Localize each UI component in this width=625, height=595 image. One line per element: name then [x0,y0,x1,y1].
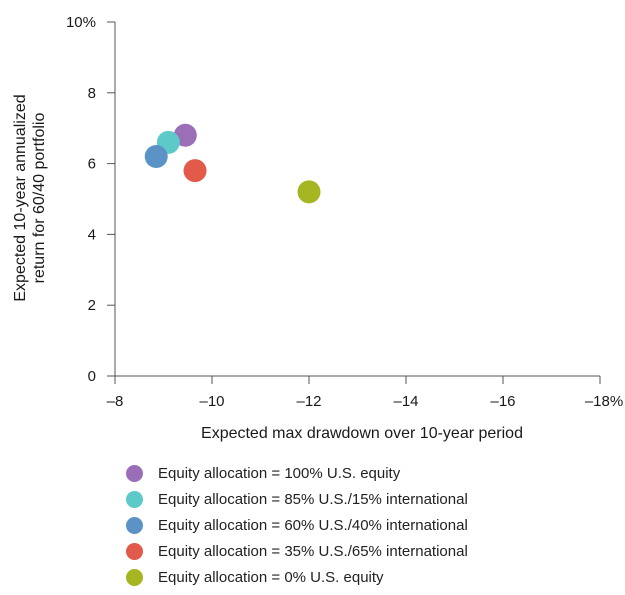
y-tick-label: 10% [66,14,96,31]
legend-item: Equity allocation = 35% U.S./65% interna… [126,538,468,564]
scatter-chart: 0 2 4 6 8 10% –8 –10 –12 –14 –16 –18% Expected max… [12,14,623,442]
x-tick-label: –8 [107,393,124,410]
x-tick-label: –10 [199,393,224,410]
legend-swatch [126,516,143,534]
legend-swatch [126,490,143,508]
y-axis-label-line-2: return for 60/40 portfolio [31,113,48,284]
data-point [144,145,168,169]
data-point [183,159,207,183]
data-point [297,180,321,204]
x-axis-ticks: –8 –10 –12 –14 –16 –18% [107,376,623,410]
legend-label: Equity allocation = 0% U.S. equity [158,568,384,586]
legend-label: Equity allocation = 60% U.S./40% interna… [158,516,468,534]
legend-swatch [126,542,143,560]
legend-label: Equity allocation = 85% U.S./15% interna… [158,490,468,508]
x-tick-label: –14 [393,393,418,410]
y-tick-label: 8 [88,85,96,102]
y-tick-label: 6 [88,156,96,173]
x-axis-label: Expected max drawdown over 10-year perio… [201,425,523,442]
y-tick-label: 0 [88,368,96,385]
data-points [144,123,321,204]
legend-item: Equity allocation = 0% U.S. equity [126,564,468,590]
legend-item: Equity allocation = 100% U.S. equity [126,460,468,486]
legend-swatch [126,464,143,482]
x-tick-label: –16 [490,393,515,410]
legend-label: Equity allocation = 100% U.S. equity [158,464,401,482]
legend-item: Equity allocation = 60% U.S./40% interna… [126,512,468,538]
legend-item: Equity allocation = 85% U.S./15% interna… [126,486,468,512]
y-axis-label-line-1: Expected 10-year annualized [12,94,29,301]
legend-label: Equity allocation = 35% U.S./65% interna… [158,542,468,560]
y-axis-ticks: 0 2 4 6 8 10% [66,14,115,385]
legend: Equity allocation = 100% U.S. equity Equi… [126,460,468,590]
x-tick-label: –18% [585,393,623,410]
y-tick-label: 2 [88,297,96,314]
y-tick-label: 4 [88,226,96,243]
legend-swatch [126,568,143,586]
x-tick-label: –12 [296,393,321,410]
